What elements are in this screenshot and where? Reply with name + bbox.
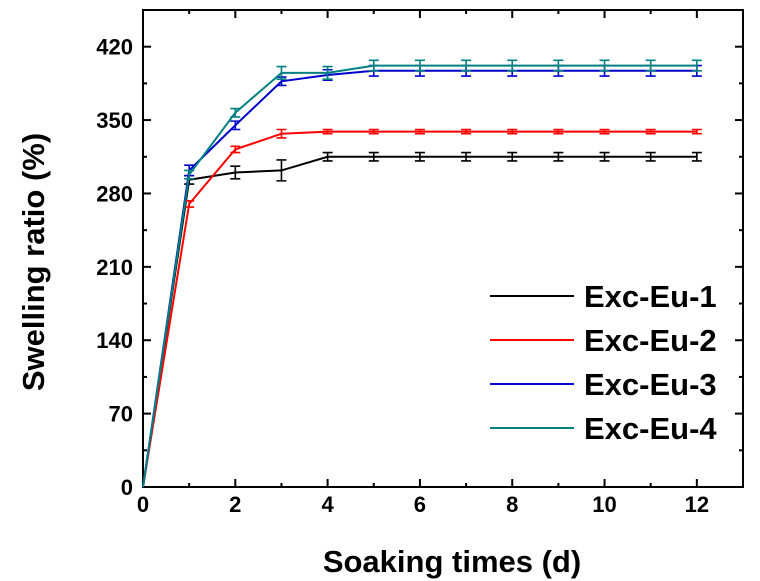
legend-item: Exc-Eu-3 xyxy=(490,367,717,402)
error-bar xyxy=(230,120,241,131)
error-bar xyxy=(414,128,425,135)
error-bar xyxy=(599,59,610,72)
y-tick-label: 0 xyxy=(121,475,133,500)
series-Exc-Eu-1 xyxy=(142,151,702,488)
series-Exc-Eu-4 xyxy=(142,59,702,488)
error-bar xyxy=(691,151,702,162)
error-bar xyxy=(276,159,287,182)
error-bar xyxy=(691,59,702,72)
error-bar xyxy=(553,128,564,135)
y-tick-label: 70 xyxy=(109,402,133,427)
error-bar xyxy=(322,151,333,162)
error-bar xyxy=(645,59,656,72)
legend-label: Exc-Eu-4 xyxy=(584,411,717,446)
x-tick-label: 4 xyxy=(321,492,334,517)
x-tick-label: 12 xyxy=(685,492,709,517)
x-axis-title: Soaking times (d) xyxy=(323,544,581,579)
y-tick-label: 140 xyxy=(96,328,133,353)
error-bar xyxy=(230,145,241,154)
error-bar xyxy=(507,128,518,135)
series-Exc-Eu-2 xyxy=(142,128,702,488)
y-tick-label: 350 xyxy=(96,108,133,133)
legend-item: Exc-Eu-4 xyxy=(490,411,717,446)
x-tick-label: 2 xyxy=(229,492,241,517)
error-bar xyxy=(368,128,379,135)
axes-group: 0 2 4 6 8 10 12 0 70 140 210 280 350 420 xyxy=(96,9,744,517)
error-bar xyxy=(368,59,379,72)
error-bar xyxy=(230,107,241,118)
error-bar xyxy=(230,165,241,180)
y-axis-title: Swelling ratio (%) xyxy=(16,133,51,391)
error-bar xyxy=(461,151,472,162)
error-bar xyxy=(414,59,425,72)
error-bar xyxy=(368,151,379,162)
error-bar xyxy=(461,128,472,135)
x-tick-label: 0 xyxy=(137,492,149,517)
plot-frame xyxy=(142,9,744,488)
legend-label: Exc-Eu-3 xyxy=(584,367,717,402)
error-bar xyxy=(276,65,287,80)
y-tick-label: 280 xyxy=(96,181,133,206)
legend-label: Exc-Eu-2 xyxy=(584,323,717,358)
x-tick-label: 8 xyxy=(506,492,518,517)
x-tick-label: 10 xyxy=(592,492,616,517)
legend-label: Exc-Eu-1 xyxy=(584,279,717,314)
error-bar xyxy=(184,169,195,180)
y-tick-label: 420 xyxy=(96,35,133,60)
error-bar xyxy=(553,151,564,162)
error-bar xyxy=(599,128,610,135)
error-bar xyxy=(599,151,610,162)
error-bar xyxy=(276,128,287,139)
error-bar xyxy=(322,128,333,135)
legend-item: Exc-Eu-2 xyxy=(490,323,717,358)
error-bar xyxy=(461,59,472,72)
error-bar xyxy=(414,151,425,162)
error-bar xyxy=(322,65,333,80)
legend-item: Exc-Eu-1 xyxy=(490,279,717,314)
y-tick-label: 210 xyxy=(96,255,133,280)
series-group xyxy=(142,59,702,488)
legend: Exc-Eu-1 Exc-Eu-2 Exc-Eu-3 Exc-Eu-4 xyxy=(490,279,717,446)
error-bar xyxy=(507,59,518,72)
error-bar xyxy=(645,128,656,135)
error-bar xyxy=(691,128,702,135)
x-tick-label: 6 xyxy=(414,492,426,517)
error-bar xyxy=(553,59,564,72)
error-bar xyxy=(507,151,518,162)
error-bar xyxy=(645,151,656,162)
